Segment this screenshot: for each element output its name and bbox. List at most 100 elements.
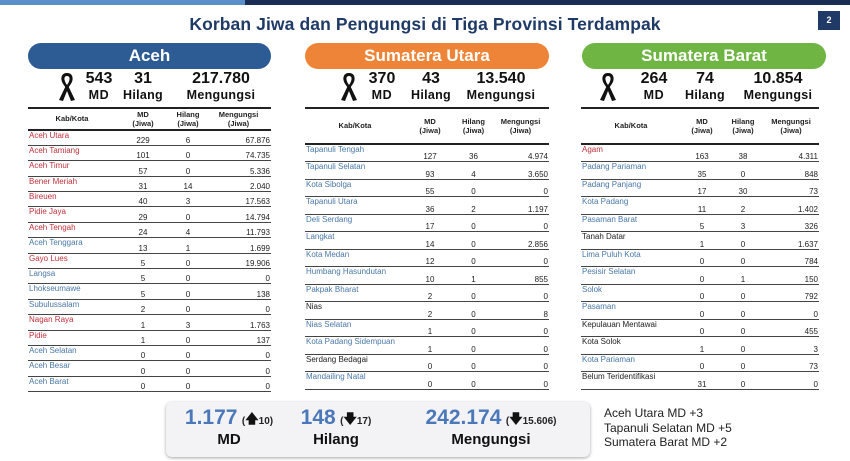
md-value: 0 [116,360,170,377]
hilang-value: 38 [723,144,763,162]
note-line: Aceh Utara MD +3 [604,406,704,420]
mengungsi-value: 0 [492,354,549,372]
kab-kota-name: Kota Sibolga [305,179,405,197]
md-value: 0 [681,319,723,337]
table-row: Belum Teridentifikasi 31 0 0 [581,371,819,390]
md-value: 5 [681,214,723,232]
table-row: Nias Selatan 1 0 0 [305,319,549,337]
md-value: 57 [116,160,170,177]
kab-kota-name: Kota Medan [305,249,405,267]
md-value: 0 [681,354,723,372]
mengungsi-value: 0 [206,268,271,285]
mengungsi-value: 0 [206,360,271,377]
kab-kota-name: Lhokseumawe [28,283,116,300]
summary-md: 1.177 (🡅10) MD [174,406,284,448]
kab-kota-name: Tapanuli Tengah [305,144,405,162]
hilang-value: 3 [723,214,763,232]
table-row: Mandailing Natal 0 0 0 [305,371,549,390]
kab-kota-name: Pidie Jaya [28,206,116,223]
hilang-count: 31 [134,70,152,87]
kab-kota-name: Aceh Tamiang [28,145,116,162]
mengungsi-value: 0 [492,371,549,390]
province-panel-sumatera-barat: Sumatera Barat 264 MD 74 Hilang 10.854 M… [581,43,826,390]
mengungsi-value: 73 [763,354,819,372]
hilang-value: 0 [455,231,492,250]
mengungsi-value: 0 [206,376,271,393]
black-ribbon-icon [341,73,357,101]
hilang-value: 2 [455,196,492,215]
top-accent-bar [0,0,850,5]
table-row: Tapanuli Tengah 127 36 4.974 [305,144,549,162]
hilang-value: 0 [170,376,206,393]
summary-mengungsi-delta: 15.606) [522,416,557,427]
md-value: 0 [681,301,723,320]
mengungsi-value: 137 [206,330,271,346]
kab-kota-name: Pasaman Barat [581,214,681,232]
table-row: Aceh Tamiang 101 0 74.735 [28,145,271,162]
mengungsi-value: 0 [492,179,549,197]
mengungsi-value: 73 [763,179,819,197]
table-row: Aceh Tenggara 13 1 1.699 [28,237,271,254]
md-value: 229 [116,130,170,146]
province-header-aceh: Aceh [28,43,271,69]
table-row: Aceh Tengah 24 4 11.793 [28,222,271,239]
hilang-value: 0 [170,268,206,285]
total-summary-box: 1.177 (🡅10) MD 148 (🡇17) Hilang 242.174 … [166,402,590,457]
hilang-label: Hilang [123,88,163,102]
table-row: Bener Meriah 31 14 2.040 [28,176,271,193]
hilang-value: 0 [455,249,492,267]
md-value: 31 [681,371,723,390]
table-row: Langsa 5 0 0 [28,268,271,285]
mengungsi-value: 5.336 [206,160,271,177]
md-value: 0 [681,249,723,267]
hilang-value: 0 [723,249,763,267]
kab-kota-name: Langkat [305,231,405,250]
md-value: 17 [681,179,723,197]
col-hilang: Hilang (Jiwa) [455,107,492,145]
table-row: Pidie Jaya 29 0 14.794 [28,206,271,223]
hilang-value: 4 [455,161,492,180]
summary-mengungsi-label: Mengungsi [451,431,531,448]
mengungsi-value: 0 [763,301,819,320]
table-row: Kota Sibolga 55 0 0 [305,179,549,197]
col-kab: Kab/Kota [581,107,681,145]
table-row: Kota Pariaman 0 0 73 [581,354,819,372]
md-value: 163 [681,144,723,162]
mengungsi-value: 1.637 [763,231,819,250]
table-row: Nagan Raya 1 3 1.763 [28,314,271,331]
hilang-value: 1 [723,266,763,285]
mengungsi-value: 0 [492,336,549,355]
md-value: 1 [681,336,723,355]
table-row: Pasaman 0 0 0 [581,301,819,320]
hilang-value: 0 [170,345,206,362]
kab-kota-name: Bener Meriah [28,176,116,193]
kab-kota-name: Kota Pariaman [581,354,681,372]
md-value: 31 [116,176,170,193]
table-row: Aceh Besar 0 0 0 [28,360,271,377]
mengungsi-value: 17.563 [206,191,271,208]
md-value: 13 [116,237,170,254]
mengungsi-value: 2.040 [206,176,271,193]
mengungsi-value: 0 [492,319,549,337]
table-row: Nias 2 0 8 [305,301,549,320]
md-value: 12 [405,249,455,267]
mengungsi-count: 217.780 [192,70,250,87]
hilang-value: 0 [455,179,492,197]
kab-kota-name: Nias Selatan [305,319,405,337]
hilang-value: 0 [170,283,206,300]
kab-kota-name: Solok [581,284,681,302]
table-row: Kota Padang 11 2 1.402 [581,196,819,215]
hilang-value: 1 [455,266,492,285]
hilang-value: 0 [723,284,763,302]
col-mengungsi: Mengungsi (Jiwa) [492,107,549,145]
hilang-value: 0 [170,160,206,177]
table-row: Kota Solok 1 0 3 [581,336,819,355]
md-value: 17 [405,214,455,232]
hilang-value: 0 [723,336,763,355]
mengungsi-value: 0 [763,371,819,390]
md-count: 370 [368,70,396,87]
hilang-value: 3 [170,191,206,208]
mengungsi-value: 3 [763,336,819,355]
summary-md-label: MD [217,431,241,448]
table-row: Padang Pariaman 35 0 848 [581,161,819,180]
